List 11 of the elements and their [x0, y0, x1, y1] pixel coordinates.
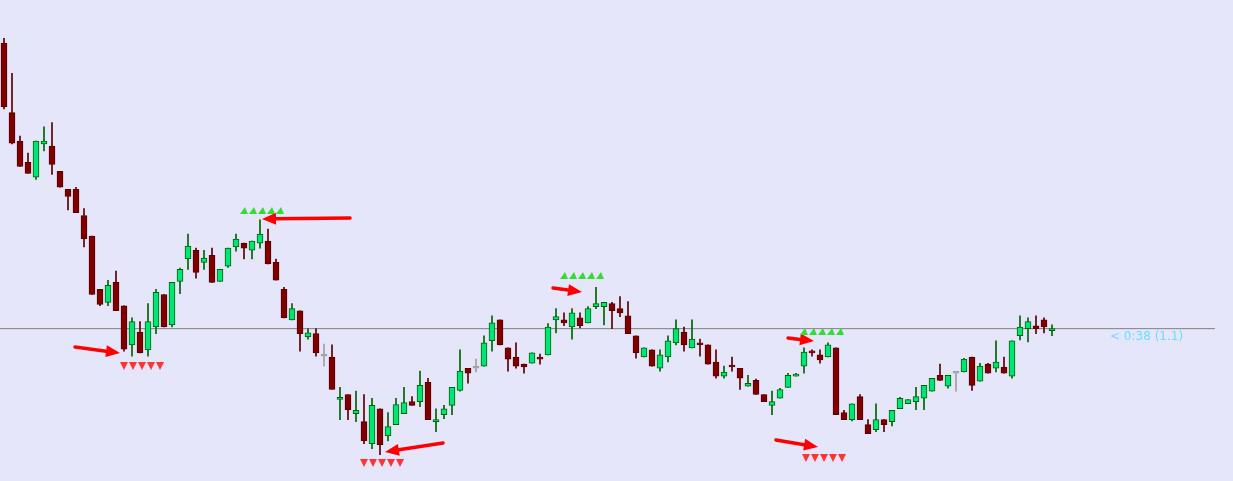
candlestick [1032, 315, 1040, 334]
candlestick [616, 296, 624, 317]
candlestick [432, 408, 440, 432]
candlestick [336, 387, 344, 420]
candlestick [592, 287, 600, 309]
candlestick [768, 390, 776, 415]
candlestick [600, 302, 608, 326]
candlestick [200, 249, 208, 270]
text: < 0:38 (1.1) [1110, 328, 1184, 343]
candlestick [320, 343, 328, 367]
candlestick [696, 338, 704, 357]
